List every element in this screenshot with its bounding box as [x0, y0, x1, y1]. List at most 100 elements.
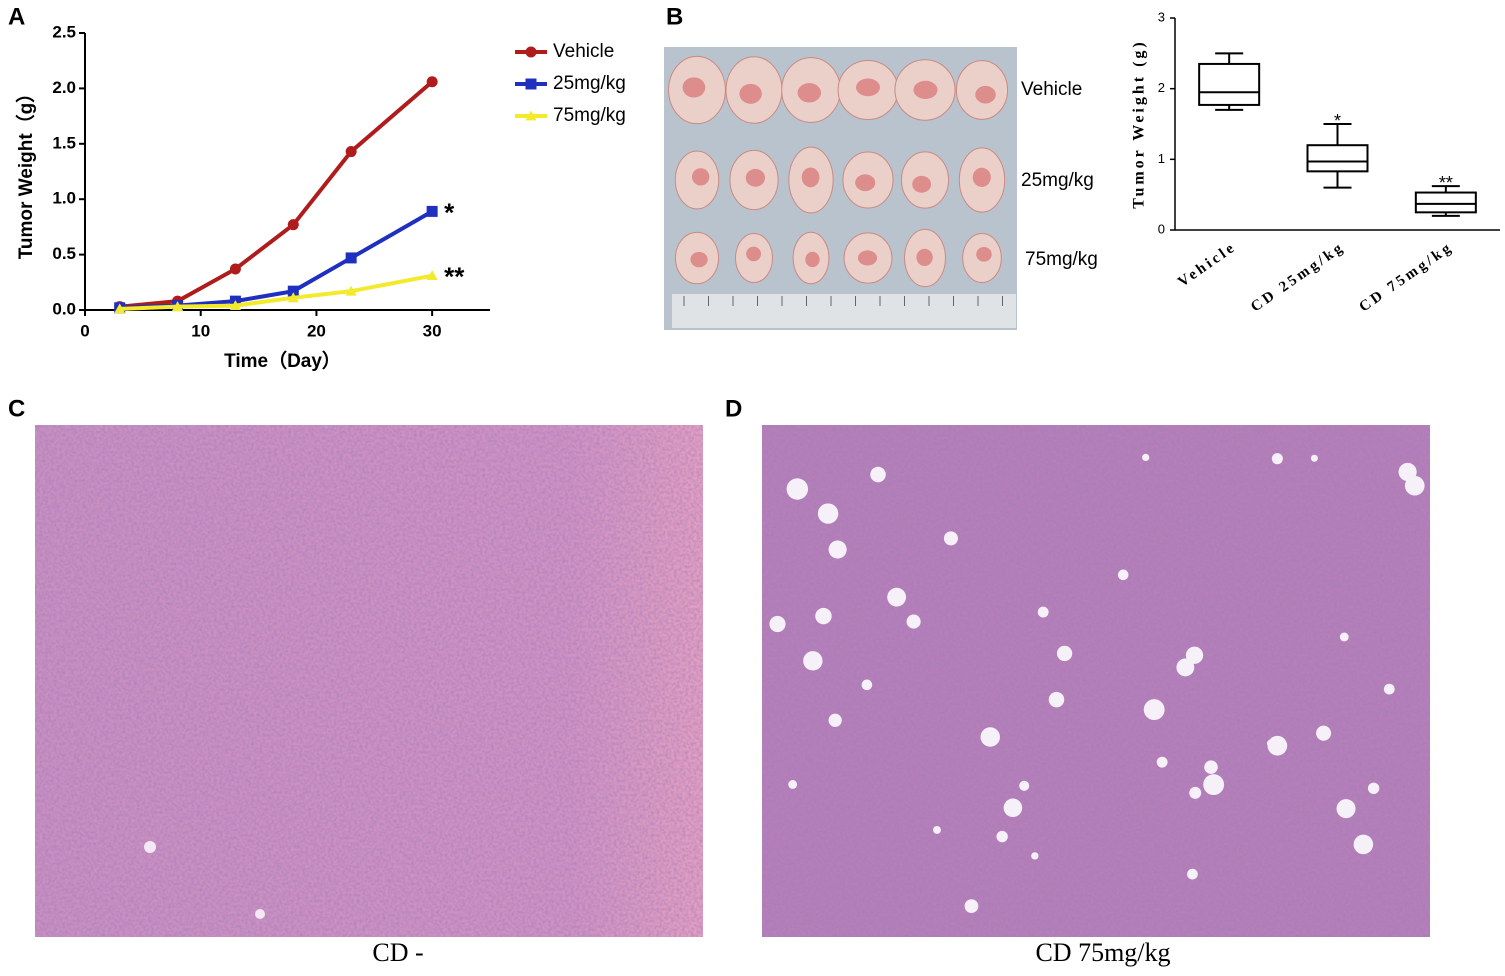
vacuoles: [769, 453, 1425, 914]
vacuole: [255, 909, 265, 919]
y-tick-label: 2.0: [52, 78, 76, 97]
vacuole: [769, 615, 786, 633]
vacuole: [1336, 799, 1356, 819]
tumor-spot: [805, 251, 820, 268]
vacuole: [1056, 645, 1073, 662]
y-tick-label: 2.5: [52, 22, 76, 41]
y-tick-label: 1.5: [52, 133, 76, 152]
series-line: [119, 273, 433, 311]
tumor-spot: [855, 174, 876, 192]
vacuole: [1143, 699, 1165, 721]
box: [1306, 144, 1369, 173]
caption: CD 75mg/kg: [1035, 938, 1170, 967]
photo-row-label: Vehicle: [1021, 79, 1082, 100]
tumors: [668, 55, 1009, 288]
vacuole: [1031, 852, 1039, 860]
panel-letter: D: [725, 395, 742, 422]
photo-texture: [762, 425, 1430, 937]
series-line: [119, 80, 434, 309]
legend-marker: [525, 110, 537, 121]
vacuole: [786, 478, 809, 500]
vacuole: [1003, 798, 1023, 818]
tumor-spot: [691, 168, 710, 186]
significance-annotation: *: [444, 197, 455, 227]
tumor-spot: [857, 250, 878, 266]
vacuole: [1339, 632, 1349, 642]
legend-label: 25mg/kg: [553, 73, 626, 94]
legend-label: 75mg/kg: [553, 105, 626, 126]
x-tick-label: CD 25mg/kg: [1248, 239, 1348, 315]
vacuole: [1185, 646, 1204, 664]
vacuole: [1037, 606, 1049, 618]
y-tick-label: 0.0: [52, 299, 76, 318]
tumor-photo: [664, 47, 1017, 330]
photo-row-label: 75mg/kg: [1025, 249, 1098, 270]
vacuole: [996, 830, 1008, 843]
marker: [114, 303, 126, 314]
marker: [287, 219, 299, 231]
vacuole: [1187, 868, 1198, 880]
marker: [426, 205, 438, 217]
vacuole: [788, 780, 798, 789]
vacuole: [870, 466, 886, 483]
y-tick-label: 0: [1158, 221, 1165, 236]
y-axis-label: Tumor Weight（g）: [14, 84, 37, 260]
marker: [345, 146, 357, 158]
vacuole: [943, 531, 958, 546]
marker: [426, 76, 438, 88]
marker: [345, 252, 357, 264]
y-tick-label: 1.0: [52, 189, 76, 208]
marker: [426, 270, 438, 281]
vacuole: [828, 713, 842, 727]
vacuole: [1404, 475, 1425, 496]
significance-annotation: *: [1334, 111, 1341, 131]
vacuole: [933, 825, 941, 834]
vacuole: [1271, 453, 1283, 465]
y-tick-label: 0.5: [52, 244, 76, 263]
vacuole: [1266, 739, 1275, 748]
panel-letter: C: [8, 395, 25, 422]
histology-photo-c: [35, 425, 703, 937]
marker: [345, 285, 357, 296]
tumor-spot: [972, 167, 991, 187]
histology-photo-d: [762, 425, 1430, 937]
vacuole: [1383, 683, 1395, 695]
tumor-spot: [745, 168, 766, 187]
legend-label: Vehicle: [553, 41, 614, 62]
tumor-spot: [976, 246, 992, 262]
vacuole: [144, 841, 156, 853]
panel-letter: B: [666, 3, 683, 30]
vacuole: [1204, 760, 1218, 774]
tumor-spot: [739, 83, 762, 104]
photo-row-label: 25mg/kg: [1021, 170, 1094, 191]
vacuole: [906, 614, 921, 629]
vacuole: [1176, 658, 1195, 677]
x-tick-label: 10: [191, 321, 210, 340]
vacuole: [887, 587, 907, 607]
tumor-spot: [916, 248, 933, 266]
vacuole: [1117, 569, 1129, 581]
photo-texture: [35, 425, 703, 937]
vacuole: [1367, 782, 1380, 795]
vacuole: [817, 503, 839, 524]
x-tick-label: 30: [423, 321, 442, 340]
vacuole: [1398, 462, 1417, 482]
vacuole: [803, 651, 823, 671]
marker: [229, 300, 241, 310]
marker: [172, 301, 184, 312]
x-tick-label: 20: [307, 321, 326, 340]
x-tick-label: Vehicle: [1175, 239, 1239, 291]
x-tick-label: 0: [80, 321, 89, 340]
vacuole: [980, 727, 1000, 747]
vacuole: [1310, 454, 1318, 462]
x-tick-label: CD 75mg/kg: [1356, 239, 1456, 315]
y-tick-label: 2: [1158, 80, 1165, 95]
marker: [229, 263, 241, 275]
vacuole: [964, 899, 979, 914]
significance-annotation: **: [1439, 173, 1453, 193]
vacuole: [1316, 725, 1332, 741]
tumor-spot: [975, 85, 996, 104]
tumor-spot: [797, 83, 821, 103]
box: [1414, 191, 1477, 214]
ruler: [672, 294, 1016, 328]
